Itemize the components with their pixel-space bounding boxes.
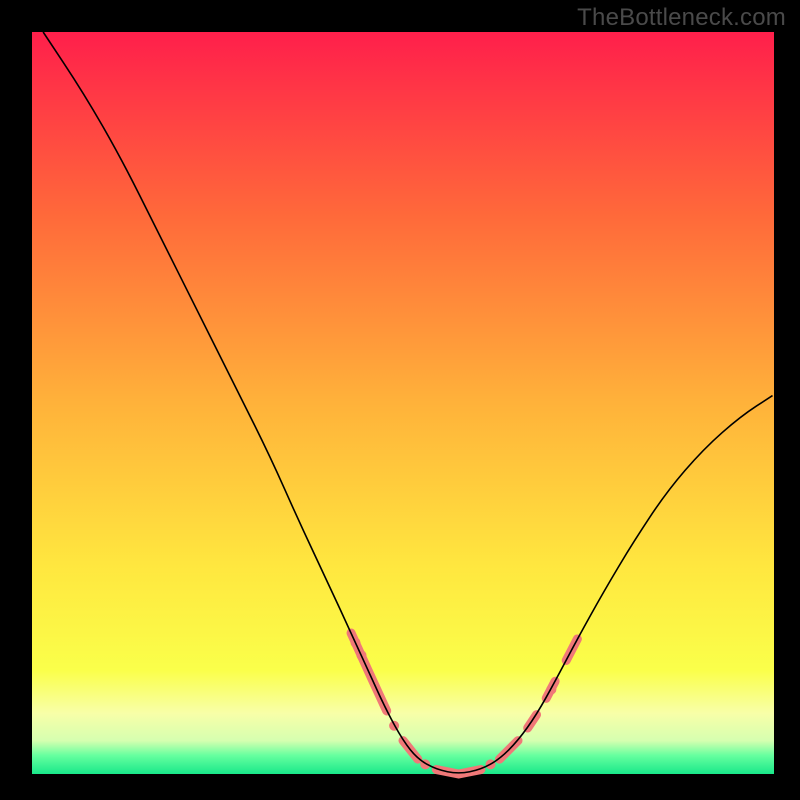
bottleneck-curve-chart [0, 0, 800, 800]
chart-container: TheBottleneck.com [0, 0, 800, 800]
watermark-text: TheBottleneck.com [577, 4, 786, 32]
plot-background [32, 32, 774, 774]
